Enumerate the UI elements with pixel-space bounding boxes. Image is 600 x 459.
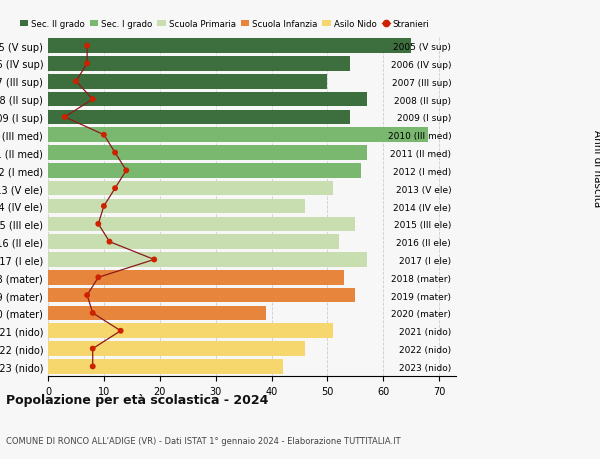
Point	[116, 327, 125, 335]
Point	[94, 274, 103, 281]
Bar	[48, 146, 367, 161]
Bar	[48, 288, 355, 303]
Bar	[48, 39, 411, 54]
Bar	[48, 57, 350, 72]
Point	[60, 114, 70, 121]
Text: COMUNE DI RONCO ALL'ADIGE (VR) - Dati ISTAT 1° gennaio 2024 - Elaborazione TUTTI: COMUNE DI RONCO ALL'ADIGE (VR) - Dati IS…	[6, 436, 401, 445]
Point	[88, 96, 98, 104]
Bar	[48, 270, 344, 285]
Bar	[48, 359, 283, 374]
Bar	[48, 306, 266, 320]
Point	[104, 238, 114, 246]
Bar	[48, 341, 305, 356]
Point	[94, 221, 103, 228]
Point	[88, 345, 98, 353]
Bar	[48, 128, 428, 143]
Point	[121, 168, 131, 175]
Bar	[48, 324, 333, 338]
Point	[110, 150, 120, 157]
Point	[82, 43, 92, 50]
Point	[82, 292, 92, 299]
Point	[71, 78, 81, 86]
Text: Popolazione per età scolastica - 2024: Popolazione per età scolastica - 2024	[6, 393, 268, 406]
Bar	[48, 199, 305, 214]
Point	[99, 203, 109, 210]
Point	[88, 363, 98, 370]
Point	[88, 309, 98, 317]
Bar	[48, 164, 361, 178]
Text: Anni di nascita: Anni di nascita	[592, 129, 600, 207]
Bar	[48, 235, 338, 249]
Bar	[48, 93, 367, 107]
Bar	[48, 75, 328, 90]
Bar	[48, 110, 350, 125]
Point	[110, 185, 120, 192]
Bar	[48, 181, 333, 196]
Bar	[48, 252, 367, 267]
Point	[149, 256, 159, 263]
Point	[99, 132, 109, 139]
Bar	[48, 217, 355, 232]
Legend: Sec. II grado, Sec. I grado, Scuola Primaria, Scuola Infanzia, Asilo Nido, Stran: Sec. II grado, Sec. I grado, Scuola Prim…	[20, 20, 430, 29]
Point	[82, 61, 92, 68]
